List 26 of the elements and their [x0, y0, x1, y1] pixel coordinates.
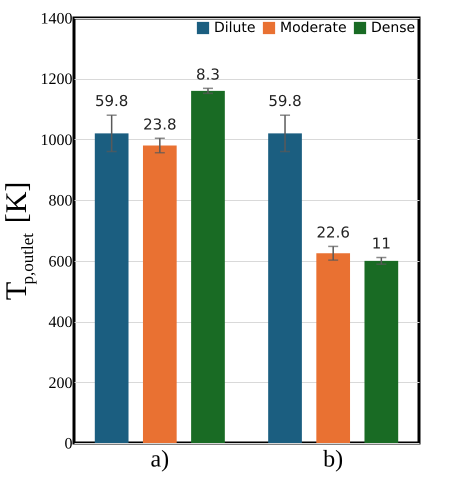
- y-tick-label: 1200: [40, 71, 72, 88]
- x-tick-label: b): [323, 446, 344, 472]
- bar: [268, 133, 302, 443]
- bar: [364, 260, 398, 443]
- y-tick-label: 800: [48, 192, 72, 210]
- bar: [142, 146, 177, 443]
- y-tick-label: 200: [48, 374, 72, 392]
- annotation: 8.3: [196, 65, 220, 84]
- annotation: 23.8: [143, 115, 177, 134]
- annotation: 22.6: [316, 223, 350, 242]
- y-tick-label: 0: [64, 436, 72, 452]
- legend-label: Moderate: [280, 20, 347, 36]
- legend-label: Dilute: [214, 20, 256, 36]
- annotation: 59.8: [94, 92, 128, 110]
- x-tick-label: a): [150, 446, 170, 472]
- bar: [316, 253, 350, 443]
- y-axis-title: Tp,outlet [K]: [0, 182, 37, 300]
- annotation: 11: [372, 234, 391, 253]
- annotation: 59.8: [268, 92, 302, 110]
- bar: [94, 133, 129, 443]
- y-tick-label: 600: [48, 253, 72, 270]
- y-tick-label: 400: [48, 314, 72, 332]
- y-tick-label: 1000: [40, 132, 72, 149]
- y-tick-label: 1400: [40, 10, 72, 28]
- bar: [191, 90, 225, 443]
- legend-label: Dense: [371, 20, 416, 36]
